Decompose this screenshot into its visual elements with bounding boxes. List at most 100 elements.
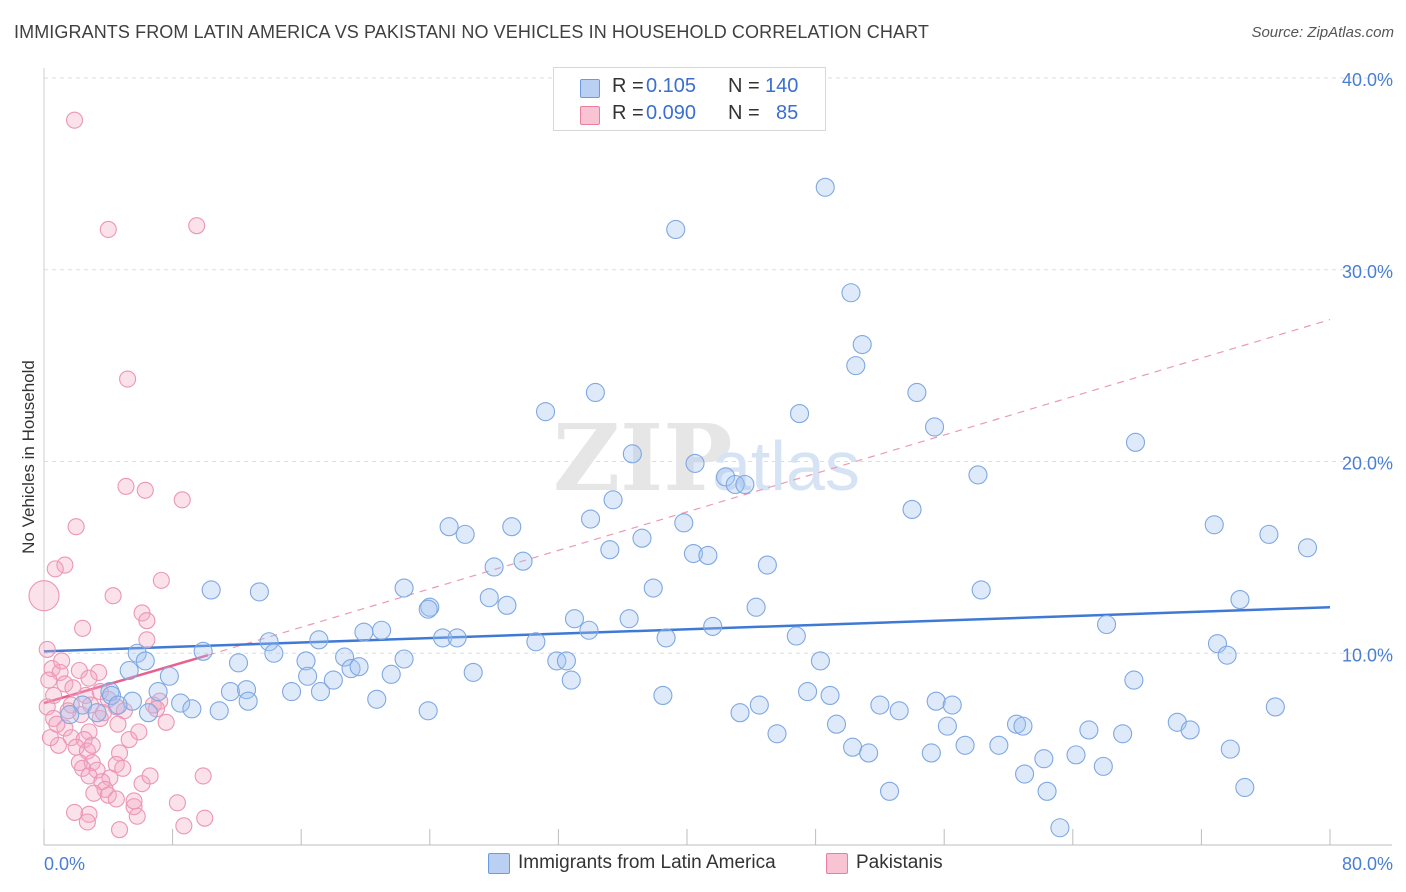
legend-swatch-blue (580, 79, 600, 98)
data-point-pakistanis (99, 786, 117, 804)
data-point-latin-america (433, 628, 453, 648)
legend-swatch-blue (488, 853, 510, 874)
stats-legend: R = 0.105 N = 140 R = 0.090 N = 85 (553, 67, 826, 131)
data-point-latin-america (786, 626, 806, 646)
data-point-pakistanis (65, 111, 84, 129)
data-point-latin-america (1259, 524, 1279, 544)
data-point-latin-america (703, 616, 723, 636)
data-point-latin-america (418, 701, 438, 721)
data-point-latin-america (725, 474, 745, 495)
data-point-pakistanis (38, 640, 56, 658)
legend-swatch-pink (826, 853, 848, 874)
data-point-latin-america (989, 735, 1009, 755)
data-point-pakistanis (196, 809, 214, 827)
data-point-pakistanis (117, 477, 135, 495)
data-point-latin-america (889, 701, 909, 721)
data-point-pakistanis (64, 679, 82, 697)
data-point-latin-america (101, 685, 122, 705)
data-point-latin-america (580, 509, 601, 529)
data-point-pakistanis (78, 813, 96, 831)
data-point-latin-america (926, 691, 946, 711)
data-point-latin-america (870, 695, 890, 715)
data-point-latin-america (674, 513, 694, 533)
data-point-pakistanis (173, 491, 191, 509)
data-point-pakistanis (138, 631, 156, 649)
data-point-latin-america (249, 582, 269, 602)
data-point-latin-america (264, 643, 284, 663)
data-point-latin-america (942, 695, 962, 715)
data-point-latin-america (479, 588, 499, 608)
data-point-pakistanis (104, 587, 122, 605)
data-point-latin-america (135, 651, 155, 671)
data-point-latin-america (1235, 777, 1255, 798)
data-point-latin-america (925, 417, 945, 437)
x-tick-label: 80.0% (1342, 854, 1393, 874)
data-point-latin-america (349, 657, 369, 677)
gridlines (44, 77, 1392, 654)
data-point-latin-america (971, 580, 991, 600)
data-point-latin-america (1297, 538, 1318, 558)
data-point-pakistanis (65, 803, 84, 821)
data-point-pakistanis (141, 767, 159, 785)
watermark-atlas: atlas (712, 427, 860, 505)
data-point-latin-america (789, 404, 810, 424)
data-point-latin-america (622, 444, 642, 464)
data-point-latin-america (1037, 781, 1057, 801)
data-point-latin-america (298, 666, 318, 686)
data-point-pakistanis (114, 759, 132, 777)
data-point-latin-america (159, 666, 179, 686)
data-point-latin-america (1079, 720, 1099, 740)
data-point-latin-america (182, 699, 202, 719)
data-point-latin-america (810, 651, 830, 671)
data-point-latin-america (907, 382, 927, 403)
data-point-latin-america (1113, 724, 1133, 744)
data-point-latin-america (1220, 739, 1240, 759)
data-point-latin-america (1230, 590, 1250, 610)
data-point-latin-america (767, 724, 787, 744)
watermark-zip: ZIP (553, 404, 732, 512)
axes (43, 68, 1392, 846)
data-point-latin-america (1006, 714, 1027, 734)
data-point-latin-america (826, 714, 847, 734)
data-point-latin-america (418, 599, 438, 619)
data-point-pakistanis (90, 663, 108, 681)
data-point-pakistanis (56, 556, 74, 574)
data-point-latin-america (119, 660, 139, 681)
data-point-pakistanis (83, 736, 101, 754)
trend-line-pakistanis-extended (207, 319, 1331, 656)
n-label: N = (728, 75, 760, 97)
y-axis-label: No Vehicles in Household (19, 360, 38, 554)
y-tick-label: 30.0% (1342, 262, 1393, 282)
data-point-latin-america (547, 651, 567, 671)
data-point-latin-america (497, 595, 517, 615)
data-point-pakistanis (111, 821, 129, 839)
data-point-latin-america (798, 682, 818, 702)
data-point-latin-america (259, 632, 279, 652)
data-point-latin-america (746, 597, 766, 617)
data-point-latin-america (846, 356, 866, 376)
data-point-pakistanis (109, 715, 127, 733)
data-point-latin-america (579, 620, 599, 640)
legend-label: Pakistanis (856, 852, 943, 873)
data-point-latin-america (463, 662, 483, 682)
data-point-latin-america (394, 578, 414, 598)
data-point-latin-america (1265, 697, 1285, 717)
data-point-latin-america (955, 735, 975, 755)
data-point-latin-america (1180, 720, 1200, 740)
data-point-latin-america (122, 691, 142, 711)
data-point-pakistanis (125, 798, 143, 816)
data-point-latin-america (201, 580, 221, 600)
r-value: 0.090 (646, 102, 697, 124)
data-point-pakistanis (48, 715, 66, 733)
data-point-latin-america (632, 528, 652, 548)
data-point-latin-america (749, 695, 769, 715)
data-point-latin-america (879, 781, 900, 801)
data-point-latin-america (341, 659, 361, 679)
data-point-latin-america (698, 545, 718, 566)
data-point-latin-america (220, 682, 241, 702)
data-point-latin-america (1097, 614, 1117, 635)
data-point-pakistanis (53, 652, 71, 670)
y-tick-label: 40.0% (1342, 70, 1393, 90)
data-point-latin-america (1093, 756, 1113, 776)
